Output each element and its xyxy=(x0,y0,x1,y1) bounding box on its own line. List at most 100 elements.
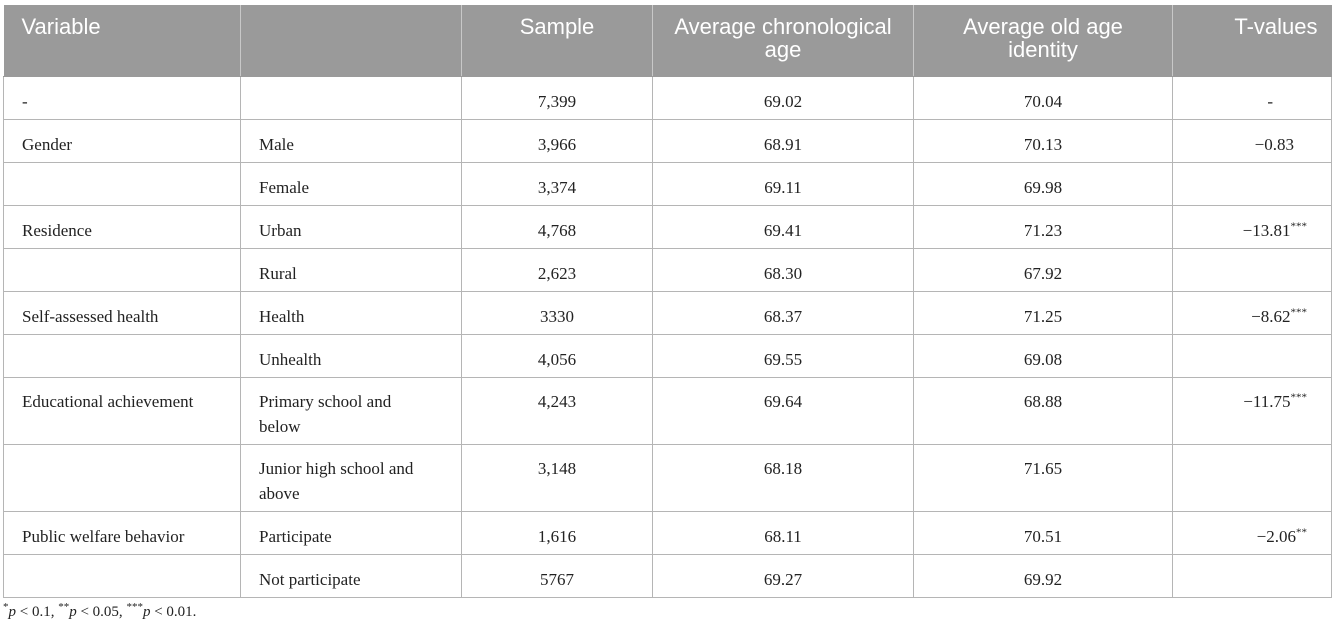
t-value: −8.62 xyxy=(1251,306,1291,326)
sample-cell: 5767 xyxy=(461,553,653,598)
category-cell: Unhealth xyxy=(240,333,462,378)
table-row: Not participate 5767 69.27 69.92 xyxy=(3,553,1332,598)
table-row: Residence Urban 4,768 69.41 71.23 −13.81… xyxy=(3,204,1332,249)
sample-cell: 3,148 xyxy=(461,443,653,512)
variable-cell: - xyxy=(3,75,241,120)
avg-identity-cell: 70.04 xyxy=(913,75,1173,120)
t-value: −2.06 xyxy=(1256,526,1296,546)
category-cell xyxy=(240,75,462,120)
avg-age-cell: 68.30 xyxy=(652,247,914,292)
table-row: Unhealth 4,056 69.55 69.08 xyxy=(3,333,1332,378)
category-cell: Not participate xyxy=(240,553,462,598)
category-cell: Rural xyxy=(240,247,462,292)
avg-age-cell: 69.11 xyxy=(652,161,914,206)
variable-cell xyxy=(3,161,241,206)
footnote-text-1: < 0.1, xyxy=(16,604,59,620)
t-value-cell xyxy=(1172,247,1332,292)
t-value-cell: −13.81*** xyxy=(1172,204,1332,249)
avg-age-cell: 68.11 xyxy=(652,510,914,555)
t-value-cell xyxy=(1172,553,1332,598)
significance-marker: *** xyxy=(1290,390,1308,403)
footnote-p-1: p xyxy=(8,604,17,620)
footnote-p-3: p xyxy=(142,604,151,620)
category-cell: Health xyxy=(240,290,462,335)
header-variable: Variable xyxy=(3,5,241,77)
table-row: Female 3,374 69.11 69.98 xyxy=(3,161,1332,206)
variable-cell xyxy=(3,443,241,512)
table-row: Gender Male 3,966 68.91 70.13 −0.83 xyxy=(3,118,1332,163)
footnote-text-3: < 0.01. xyxy=(150,604,197,620)
sample-cell: 4,243 xyxy=(461,376,653,445)
footnote-star-2: ** xyxy=(58,601,70,613)
t-value-cell: −0.83 xyxy=(1172,118,1332,163)
sample-cell: 4,056 xyxy=(461,333,653,378)
t-value-cell xyxy=(1172,161,1332,206)
t-value: −0.83 xyxy=(1254,134,1294,154)
t-value-cell xyxy=(1172,443,1332,512)
avg-identity-cell: 71.65 xyxy=(913,443,1173,512)
t-value-cell: −2.06** xyxy=(1172,510,1332,555)
avg-age-cell: 69.55 xyxy=(652,333,914,378)
variable-cell: Educational achievement xyxy=(3,376,241,445)
sample-cell: 4,768 xyxy=(461,204,653,249)
avg-identity-cell: 69.08 xyxy=(913,333,1173,378)
t-value: −11.75 xyxy=(1243,391,1291,411)
variable-cell: Public welfare behavior xyxy=(3,510,241,555)
sample-cell: 1,616 xyxy=(461,510,653,555)
variable-cell xyxy=(3,333,241,378)
footnote-star-3: *** xyxy=(126,601,143,613)
t-value-cell: - xyxy=(1172,75,1332,120)
table-row: - 7,399 69.02 70.04 - xyxy=(3,75,1332,120)
avg-age-cell: 69.02 xyxy=(652,75,914,120)
header-sample: Sample xyxy=(461,5,653,77)
header-category xyxy=(240,5,462,77)
category-cell: Urban xyxy=(240,204,462,249)
avg-age-cell: 69.41 xyxy=(652,204,914,249)
category-cell: Junior high school and above xyxy=(240,443,462,512)
avg-identity-cell: 67.92 xyxy=(913,247,1173,292)
avg-identity-cell: 68.88 xyxy=(913,376,1173,445)
sample-cell: 2,623 xyxy=(461,247,653,292)
category-cell: Female xyxy=(240,161,462,206)
category-cell: Primary school and below xyxy=(240,376,462,445)
avg-identity-cell: 70.51 xyxy=(913,510,1173,555)
avg-identity-cell: 69.92 xyxy=(913,553,1173,598)
variable-cell: Gender xyxy=(3,118,241,163)
t-value-cell: −11.75*** xyxy=(1172,376,1332,445)
sample-cell: 3,374 xyxy=(461,161,653,206)
significance-marker: *** xyxy=(1290,305,1308,318)
significance-marker: ** xyxy=(1296,525,1307,538)
table-row: Educational achievement Primary school a… xyxy=(3,376,1332,445)
t-value-cell: −8.62*** xyxy=(1172,290,1332,335)
variable-cell: Residence xyxy=(3,204,241,249)
avg-age-cell: 68.37 xyxy=(652,290,914,335)
variable-cell: Self-assessed health xyxy=(3,290,241,335)
sample-cell: 3,966 xyxy=(461,118,653,163)
sample-cell: 3330 xyxy=(461,290,653,335)
t-value: −13.81 xyxy=(1242,220,1291,240)
header-row: Variable Sample Average chronological ag… xyxy=(3,5,1332,77)
avg-identity-cell: 71.23 xyxy=(913,204,1173,249)
category-cell: Male xyxy=(240,118,462,163)
t-value-cell xyxy=(1172,333,1332,378)
footnote-star-1: * xyxy=(3,601,9,613)
avg-age-cell: 69.64 xyxy=(652,376,914,445)
footnote-p-2: p xyxy=(69,604,77,620)
variable-cell xyxy=(3,247,241,292)
table-row: Public welfare behavior Participate 1,61… xyxy=(3,510,1332,555)
sample-cell: 7,399 xyxy=(461,75,653,120)
table-footnote: *p < 0.1, **p < 0.05, ***p < 0.01. xyxy=(3,601,197,621)
category-cell: Participate xyxy=(240,510,462,555)
avg-age-cell: 68.18 xyxy=(652,443,914,512)
table-row: Junior high school and above 3,148 68.18… xyxy=(3,443,1332,512)
avg-identity-cell: 71.25 xyxy=(913,290,1173,335)
avg-age-cell: 68.91 xyxy=(652,118,914,163)
header-avg-old-age-identity: Average old age identity xyxy=(913,5,1173,77)
results-table: Variable Sample Average chronological ag… xyxy=(3,5,1332,598)
t-value: - xyxy=(1267,91,1273,111)
avg-identity-cell: 70.13 xyxy=(913,118,1173,163)
table-row: Rural 2,623 68.30 67.92 xyxy=(3,247,1332,292)
avg-age-cell: 69.27 xyxy=(652,553,914,598)
table-row: Self-assessed health Health 3330 68.37 7… xyxy=(3,290,1332,335)
header-avg-chronological-age: Average chronological age xyxy=(652,5,914,77)
